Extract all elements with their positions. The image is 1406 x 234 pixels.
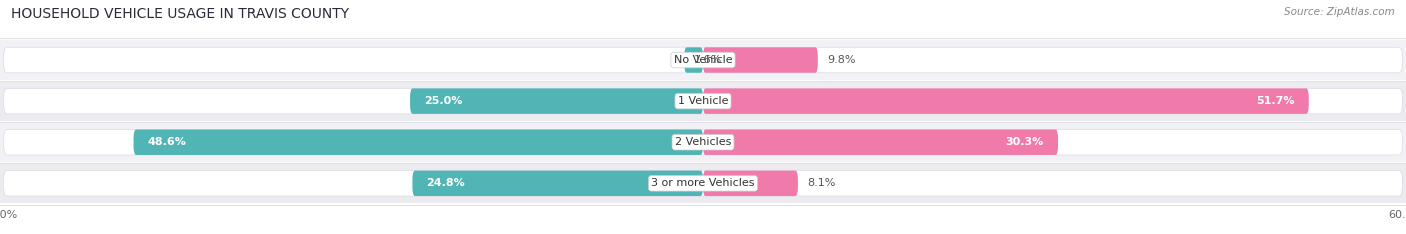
Text: No Vehicle: No Vehicle [673,55,733,65]
Text: 3 or more Vehicles: 3 or more Vehicles [651,178,755,188]
FancyBboxPatch shape [685,47,703,73]
Text: 1 Vehicle: 1 Vehicle [678,96,728,106]
Text: HOUSEHOLD VEHICLE USAGE IN TRAVIS COUNTY: HOUSEHOLD VEHICLE USAGE IN TRAVIS COUNTY [11,7,349,21]
Text: 25.0%: 25.0% [425,96,463,106]
FancyBboxPatch shape [703,88,1309,114]
FancyBboxPatch shape [3,47,1403,73]
Text: 51.7%: 51.7% [1256,96,1295,106]
FancyBboxPatch shape [3,88,1403,114]
Text: 48.6%: 48.6% [148,137,187,147]
FancyBboxPatch shape [703,129,1057,155]
FancyBboxPatch shape [134,129,703,155]
FancyBboxPatch shape [412,171,703,196]
Text: 24.8%: 24.8% [426,178,465,188]
FancyBboxPatch shape [0,40,1406,80]
Text: 8.1%: 8.1% [807,178,835,188]
Text: 1.6%: 1.6% [693,55,721,65]
Text: 9.8%: 9.8% [827,55,856,65]
FancyBboxPatch shape [0,122,1406,162]
FancyBboxPatch shape [0,81,1406,121]
Text: Source: ZipAtlas.com: Source: ZipAtlas.com [1284,7,1395,17]
FancyBboxPatch shape [3,171,1403,196]
FancyBboxPatch shape [703,47,818,73]
FancyBboxPatch shape [3,129,1403,155]
FancyBboxPatch shape [703,171,799,196]
FancyBboxPatch shape [411,88,703,114]
Text: 30.3%: 30.3% [1005,137,1043,147]
FancyBboxPatch shape [0,163,1406,203]
Text: 2 Vehicles: 2 Vehicles [675,137,731,147]
